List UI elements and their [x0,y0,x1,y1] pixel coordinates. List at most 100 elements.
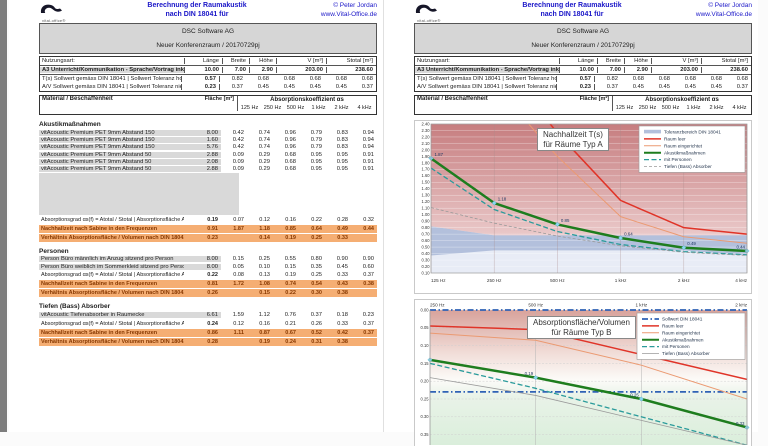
vital-office-logo-icon: vital-office® [414,2,476,23]
freq-col-header: 2 kHz [334,105,349,111]
target-value: 0.23 [556,84,595,90]
svg-text:0.85: 0.85 [561,218,570,223]
result-row: Verhältnis Absorptionsfläche / Volumen n… [39,337,377,346]
freq-col-header: 125 Hz [615,105,634,111]
material-row: vitAcoustic Premium PET 9mm Abstand 150 5… [39,144,377,151]
height-value: 2.90 [624,67,651,73]
logo-glyph [40,4,62,13]
svg-text:2 kHz: 2 kHz [678,278,690,283]
coefficient-value: 0.95 [310,158,322,165]
svg-text:125 Hz: 125 Hz [431,278,446,283]
coefficient-value: 0.74 [258,144,270,151]
coefficient-value: 0.96 [284,144,296,151]
col-header: Höhe [624,58,651,64]
height-value: 2.90 [249,67,276,73]
summary-value: 0.91 [207,225,218,232]
material-area: 8.00 [184,256,221,263]
reverberation-time-chart: 0.10 0.20 0.30 0.40 0.50 0.60 0.70 0.80 0.90 1.00… [414,120,752,294]
target-value: 0.57 [181,76,220,82]
coefficient-value: 0.74 [258,129,270,136]
viewer-left-gutter [0,0,7,432]
chart-title: Nachhallzeit T(s) für Räume Typ A [537,128,609,151]
coefficient-value: 0.94 [362,144,374,151]
freq-value: 0.68 [658,76,670,82]
svg-text:2.40: 2.40 [422,121,431,126]
logo-text: vital-office® [417,18,441,23]
summary-freq-value: 0.37 [363,320,374,327]
copyright-text: © Peter Jordan [708,2,752,9]
target-value: 0.57 [556,76,595,82]
freq-value: 0.68 [710,76,722,82]
target-value-row: T(s) Sollwert gemäss DIN 18041 | Sollwer… [415,75,751,83]
section-heading: Personen [39,247,69,255]
summary-freq-value: 1.87 [233,225,244,232]
svg-text:Raum leer: Raum leer [662,324,684,329]
svg-text:0.49: 0.49 [687,241,696,246]
empty-material-rows [39,172,377,215]
material-label: vitAcoustic Premium PET 9mm Abstand 50 [39,158,184,165]
coefficient-value: 0.91 [362,151,374,158]
material-label: Person Büro männlich im Anzug sitzend pr… [39,256,184,263]
summary-freq-value: 0.38 [337,338,348,345]
material-area: 2.88 [184,166,221,173]
material-row: vitAcoustic Premium PET 9mm Abstand 150 1… [39,136,377,143]
section-heading: Tiefen (Bass) Absorber [39,303,111,311]
summary-freq-value: 0.12 [233,320,244,327]
coefficient-value: 0.15 [284,263,296,270]
logo-text: vital-office® [42,18,66,23]
svg-text:0.15: 0.15 [421,361,430,366]
coefficient-value: 0.68 [284,151,296,158]
svg-text:0.80: 0.80 [422,225,431,230]
coefficient-value: 0.96 [284,129,296,136]
summary-freq-value: 0.07 [233,216,244,223]
material-header-row: Material / Beschaffenheit Fläche [m²] Abso… [415,96,751,114]
material-sections: Akustikmaßnahmen vitAcoustic Premium PET … [39,121,377,346]
svg-text:0.35: 0.35 [421,432,430,437]
coefficient-value: 0.68 [284,166,296,173]
dims-header-row: Nutzungsart: Länge Breite Höhe V [m³] Stotal … [415,57,751,66]
svg-text:1.30: 1.30 [422,193,431,198]
freq-value: 0.45 [658,84,670,90]
freq-col-header: 4 kHz [732,105,747,111]
freq-value: 0.68 [257,76,269,82]
freq-col-header: 250 Hz [263,105,282,111]
usage-type-value: A3 Unterricht/Kommunikation - Sprache/Vo… [40,67,184,73]
svg-text:Raum eingerichtet: Raum eingerichtet [662,330,701,335]
svg-text:0.25: 0.25 [421,396,430,401]
summary-freq-value: 0.87 [259,329,270,336]
dimensions-table: Nutzungsart: Länge Breite Höhe V [m³] Stotal … [414,56,752,92]
summary-label: Absorptionsgrad αs(f) = Atotal / Stotal … [41,320,184,327]
material-table-header: Material / Beschaffenheit Fläche [m²] Abso… [414,95,752,115]
freq-value: 0.45 [257,84,269,90]
freq-value: 0.68 [632,76,644,82]
website-link[interactable]: www.Vital-Office.de [320,10,377,18]
svg-text:0.05: 0.05 [421,325,430,330]
absorption-volume-chart: 0.00 0.05 0.10 0.15 0.20 0.25 0.30 0.35 250 Hz 50… [414,299,752,446]
area-col-header: Fläche [m²] [204,96,234,102]
coefficient-value: 0.09 [232,151,244,158]
col-header: Stotal [m²] [326,58,376,64]
coefficient-value: 0.15 [232,256,244,263]
coefficient-value: 0.55 [284,256,296,263]
svg-text:Raum eingerichtet: Raum eingerichtet [664,143,703,148]
summary-value: 0.81 [207,281,218,288]
freq-col-header: 1 kHz [686,105,701,111]
material-row: Person Büro männlich im Anzug sitzend pr… [39,256,377,263]
summary-freq-value: 0.33 [337,272,348,279]
freq-col-header: 500 Hz [661,105,680,111]
svg-text:0.70: 0.70 [422,232,431,237]
result-row: Verhältnis Absorptionsfläche / Volumen n… [39,289,377,298]
empty-area-col [205,172,239,215]
freq-header-row: 125 Hz 250 Hz 500 Hz 1 kHz 2 kHz 4 kHz [613,105,751,111]
svg-text:250 Hz: 250 Hz [430,303,445,308]
material-row: vitAcoustic Premium PET 9mm Abstand 50 2.… [39,151,377,158]
freq-col-header: 1 kHz [311,105,326,111]
project-info-box: DSC Software AG Neuer Konferenzraum / 20… [414,23,752,54]
summary-freq-value: 0.33 [337,234,348,241]
coefficient-value: 0.09 [232,166,244,173]
summary-value: 0.24 [207,320,218,327]
svg-text:2.10: 2.10 [422,141,431,146]
svg-text:0.25: 0.25 [630,393,639,398]
summary-freq-value: 0.24 [285,338,296,345]
website-link[interactable]: www.Vital-Office.de [695,10,752,18]
